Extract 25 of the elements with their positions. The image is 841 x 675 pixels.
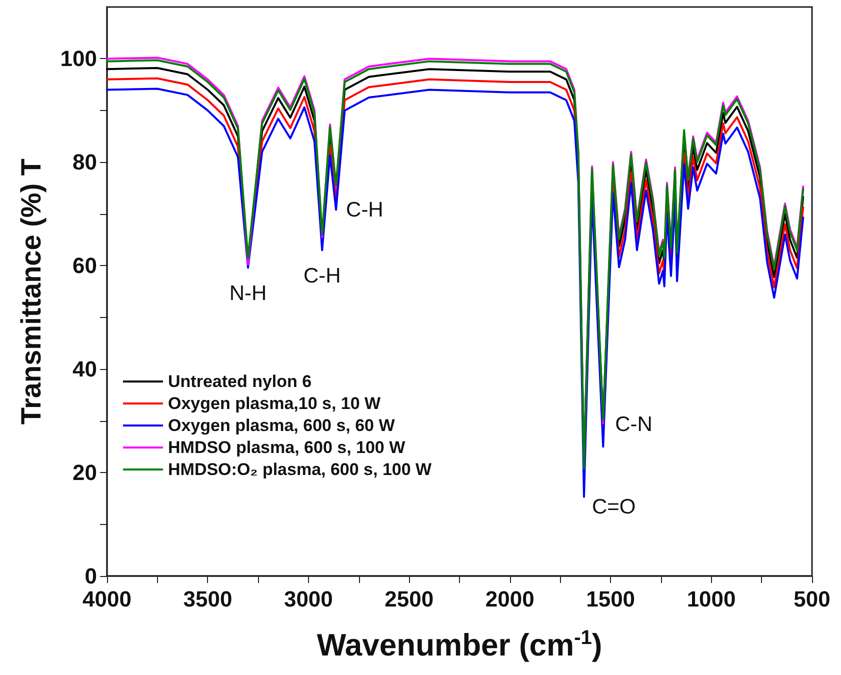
- x-tick-label: 3000: [284, 586, 333, 612]
- legend-label: Untreated nylon 6: [168, 372, 312, 391]
- y-axis-title: Transmittance (%) T: [16, 158, 46, 425]
- x-tick-label: 4000: [82, 586, 132, 612]
- x-tick-label: 1000: [686, 586, 736, 612]
- x-tick-label: 2500: [384, 586, 434, 612]
- x-tick-label: 500: [794, 586, 830, 612]
- x-tick-label: 3500: [183, 586, 232, 612]
- x-tick-label: 1500: [586, 586, 636, 612]
- legend-label: Oxygen plasma,10 s, 10 W: [168, 394, 382, 413]
- legend-label: HMDSO:O₂ plasma, 600 s, 100 W: [168, 460, 433, 479]
- y-tick-label: 20: [72, 460, 97, 486]
- annotation: C-N: [615, 413, 652, 436]
- y-tick-label: 0: [84, 564, 97, 588]
- annotation: C=O: [592, 495, 636, 518]
- y-tick-label: 100: [60, 46, 97, 72]
- legend-label: Oxygen plasma, 600 s, 60 W: [168, 416, 396, 435]
- legend-label: HMDSO plasma, 600 s, 100 W: [168, 438, 406, 457]
- y-tick-label: 60: [72, 253, 97, 278]
- x-tick-label: 2000: [485, 586, 534, 612]
- y-tick-label: 40: [72, 356, 97, 382]
- annotation: C-H: [346, 198, 384, 222]
- annotation: C-H: [303, 264, 341, 288]
- y-tick-label: 80: [72, 150, 97, 175]
- annotation: N-H: [229, 282, 267, 306]
